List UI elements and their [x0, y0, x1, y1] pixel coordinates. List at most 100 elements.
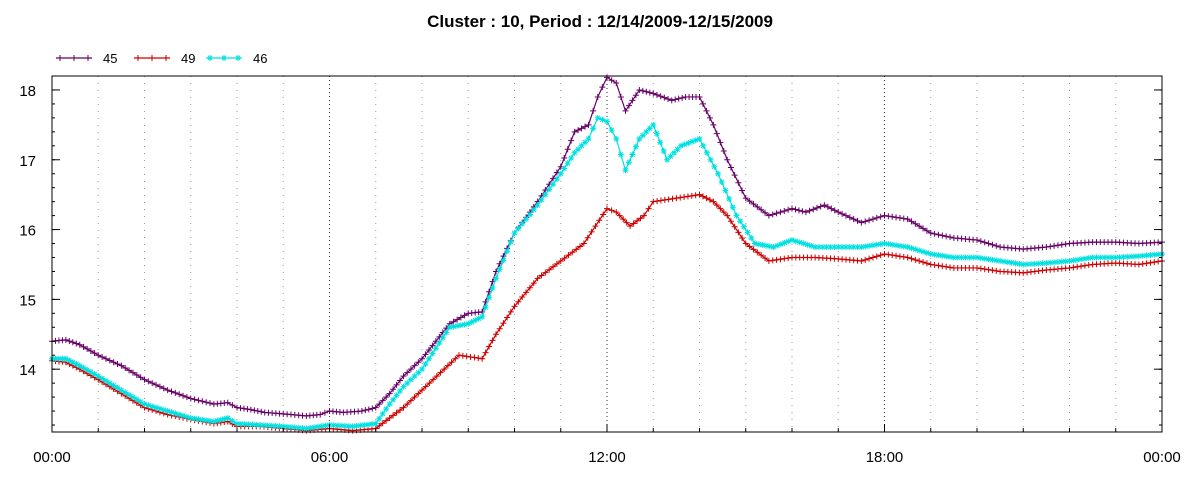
data-point	[958, 254, 965, 261]
data-point	[472, 317, 479, 324]
data-point	[755, 241, 762, 248]
data-point	[397, 387, 404, 394]
data-point	[91, 350, 98, 357]
data-point	[627, 223, 634, 230]
data-point	[397, 377, 404, 384]
data-point	[358, 408, 365, 415]
data-point	[459, 352, 466, 359]
data-point	[168, 388, 175, 395]
data-point	[646, 125, 653, 132]
legend-item-49: 49	[134, 51, 195, 66]
data-point	[661, 196, 668, 203]
data-point	[99, 375, 106, 382]
data-point	[1112, 254, 1119, 261]
data-point	[777, 209, 784, 216]
data-point	[542, 269, 549, 276]
data-point	[1135, 261, 1142, 268]
data-point	[1139, 260, 1146, 267]
data-point	[553, 260, 560, 267]
data-point	[393, 381, 400, 388]
data-point	[454, 316, 461, 323]
data-point	[1039, 260, 1046, 267]
data-point	[582, 139, 589, 146]
data-point	[759, 241, 766, 248]
data-point	[727, 218, 734, 225]
data-point	[400, 404, 407, 411]
data-point	[457, 314, 464, 321]
data-point	[674, 146, 681, 153]
data-point	[311, 424, 318, 431]
x-tick-label: 00:00	[1143, 449, 1181, 466]
series-lines	[49, 74, 1165, 434]
data-point	[465, 320, 472, 327]
data-point	[145, 402, 152, 409]
data-point	[322, 422, 329, 429]
data-point	[737, 218, 744, 225]
data-point	[916, 257, 923, 264]
data-point	[773, 256, 780, 263]
data-point	[893, 242, 900, 249]
data-point	[981, 266, 988, 273]
data-point	[885, 241, 892, 248]
data-point	[866, 217, 873, 224]
data-point	[665, 96, 672, 103]
data-point	[869, 216, 876, 223]
data-point	[821, 202, 828, 209]
data-point	[475, 355, 482, 362]
data-point	[1089, 254, 1096, 261]
data-point	[156, 383, 163, 390]
data-point	[781, 239, 788, 246]
data-point	[500, 257, 507, 264]
data-point	[195, 416, 202, 423]
data-point	[126, 391, 133, 398]
data-point	[935, 231, 942, 238]
data-point	[561, 255, 568, 262]
data-point	[977, 238, 984, 245]
data-point	[276, 423, 283, 430]
data-point	[706, 196, 713, 203]
data-point	[383, 417, 390, 424]
data-point	[160, 406, 167, 413]
data-point	[594, 114, 601, 121]
data-point	[985, 266, 992, 273]
data-point	[889, 213, 896, 220]
data-point	[168, 409, 175, 416]
data-point	[785, 238, 792, 245]
data-point	[604, 118, 610, 125]
data-point	[750, 200, 757, 207]
data-point	[1000, 258, 1007, 265]
data-point	[507, 308, 514, 315]
data-point	[650, 198, 657, 205]
data-point	[900, 253, 907, 260]
data-point	[1012, 260, 1019, 267]
y-tick-label: 16	[19, 223, 36, 240]
data-point	[869, 242, 876, 249]
data-point	[207, 400, 214, 407]
data-point	[1078, 256, 1085, 263]
data-point	[526, 211, 533, 218]
data-point	[789, 237, 795, 244]
data-point	[546, 186, 553, 193]
data-point	[858, 219, 865, 226]
data-point	[777, 256, 784, 263]
data-point	[195, 397, 202, 404]
data-point	[1054, 259, 1061, 266]
data-point	[1020, 261, 1027, 268]
data-point	[557, 257, 564, 264]
data-point	[217, 416, 224, 423]
data-point	[422, 351, 429, 358]
data-point	[515, 298, 522, 305]
data-point	[129, 394, 136, 401]
data-point	[244, 406, 251, 413]
data-point	[183, 394, 190, 401]
data-point	[742, 240, 749, 247]
data-point	[908, 245, 915, 252]
data-point	[700, 142, 707, 149]
data-point	[1128, 253, 1135, 260]
legend-marker	[85, 55, 91, 61]
data-point	[1124, 253, 1131, 260]
data-point	[896, 214, 903, 221]
data-point	[338, 422, 345, 429]
data-point	[997, 257, 1004, 264]
data-point	[419, 355, 425, 362]
